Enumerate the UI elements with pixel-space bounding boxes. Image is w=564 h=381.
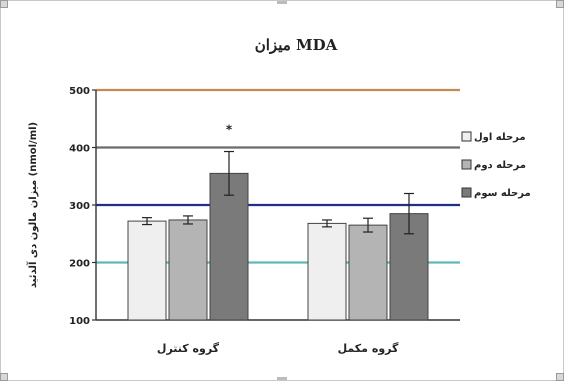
category-label-2: گروه مکمل [338,342,399,355]
bar-2-2 [348,224,388,321]
y-tick-label: 200 [69,259,90,270]
bar-2-1 [307,222,347,321]
bar-1-3 [209,172,249,321]
bars [127,172,429,321]
legend-swatch-1 [461,131,472,142]
y-ticks: 100 200 300 400 500 [69,86,96,327]
annotations: * [226,123,233,137]
resize-handle-top-left[interactable] [0,0,8,8]
legend-label-2: مرحله دوم [474,160,526,171]
legend-swatch-3 [461,187,472,198]
bar-1-2 [168,219,208,321]
y-tick-label: 500 [69,86,90,97]
y-tick-label: 400 [69,144,90,155]
chart-title: MDA میزان [255,36,338,54]
y-tick-label: 100 [69,316,90,327]
category-label-1: گروه کنترل [157,342,220,355]
resize-handle-top[interactable] [277,1,287,4]
error-bars [142,150,414,235]
legend-label-3: مرحله سوم [474,188,531,199]
y-tick-label: 300 [69,201,90,212]
bar-1-1 [127,220,167,321]
resize-handle-bottom[interactable] [277,377,287,380]
significance-star: * [226,123,233,137]
category-labels: گروه کنترل گروه مکمل [157,342,399,355]
legend-swatch-2 [461,159,472,170]
legend-label-1: مرحله اول [474,132,526,143]
y-axis-label: میزان مالون دی آلدئید (nmol/ml) [26,122,39,288]
legend: مرحله اول مرحله دوم مرحله سوم [461,131,531,199]
